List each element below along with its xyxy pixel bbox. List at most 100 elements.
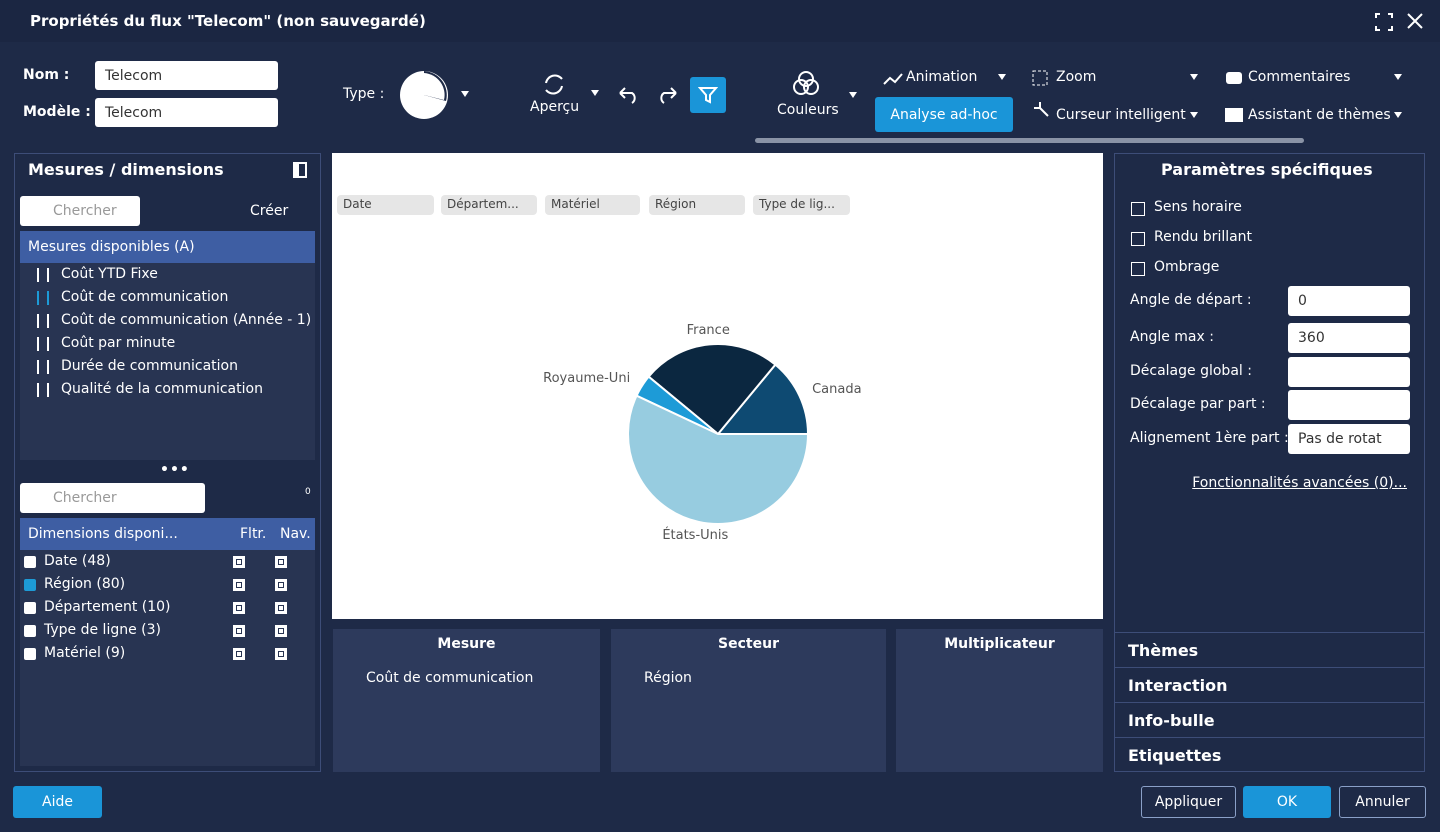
dimension-item[interactable]: Date (48) — [44, 553, 111, 569]
comments-label[interactable]: Commentaires — [1248, 69, 1351, 85]
create-label[interactable]: Créer — [250, 203, 289, 219]
field-input[interactable]: 360 — [1288, 323, 1410, 353]
measure-item[interactable]: Coût YTD Fixe — [61, 266, 158, 282]
section-header[interactable]: Thèmes — [1115, 632, 1424, 667]
checkbox[interactable] — [1131, 262, 1145, 276]
drop-zone-title: Mesure — [437, 636, 496, 652]
measure-icon — [37, 360, 49, 374]
dimension-icon — [24, 648, 36, 660]
measure-item[interactable]: Coût par minute — [61, 335, 176, 351]
cancel-button[interactable]: Annuler — [1339, 786, 1426, 818]
filter-pill[interactable]: Départem... — [441, 195, 537, 215]
dimension-item[interactable]: Département (10) — [44, 599, 171, 615]
dimension-checkbox[interactable] — [275, 625, 287, 637]
drop-zone-item[interactable]: Région — [644, 670, 692, 686]
filter-button[interactable] — [690, 77, 726, 113]
dimension-column: Nav. — [280, 526, 311, 542]
filter-count: 0 — [305, 487, 311, 497]
measure-icon — [37, 314, 49, 328]
cursor-label[interactable]: Curseur intelligent — [1056, 107, 1186, 123]
preview-label[interactable]: Aperçu — [530, 99, 580, 115]
name-input[interactable]: Telecom — [95, 61, 278, 90]
section-header[interactable]: Interaction — [1115, 667, 1424, 702]
pie-label: Royaume-Uni — [543, 371, 630, 386]
checkbox[interactable] — [1131, 202, 1145, 216]
pie-label: Canada — [812, 382, 861, 397]
measure-icon — [37, 291, 49, 305]
filter-pill[interactable]: Date — [337, 195, 434, 215]
dimension-checkbox[interactable] — [275, 579, 287, 591]
dimensions-header — [20, 518, 315, 550]
field-input[interactable] — [1288, 357, 1410, 387]
section-header[interactable]: Etiquettes — [1115, 737, 1424, 772]
dimension-checkbox[interactable] — [275, 556, 287, 568]
drop-zone — [611, 629, 886, 772]
help-button[interactable]: Aide — [13, 786, 102, 818]
dimension-icon — [24, 602, 36, 614]
section-header[interactable]: Info-bulle — [1115, 702, 1424, 737]
dimension-icon — [24, 579, 36, 591]
pie-chart: Canada France Royaume-Uni États-Unis — [543, 323, 861, 543]
animation-label[interactable]: Animation — [906, 69, 978, 85]
measure-item[interactable]: Coût de communication — [61, 289, 229, 305]
right-panel-title: Paramètres spécifiques — [1161, 160, 1373, 179]
splitter[interactable]: ••• — [160, 462, 190, 478]
preview-icon[interactable] — [541, 72, 601, 98]
field-input[interactable]: 0 — [1288, 286, 1410, 316]
drop-zone — [896, 629, 1103, 772]
apply-button[interactable]: Appliquer — [1141, 786, 1236, 818]
dimension-checkbox[interactable] — [233, 556, 245, 568]
dimension-checkbox[interactable] — [233, 579, 245, 591]
undo-redo[interactable] — [616, 85, 680, 105]
dimension-item[interactable]: Région (80) — [44, 576, 126, 592]
model-label: Modèle : — [23, 104, 91, 120]
drop-zone-title: Multiplicateur — [944, 636, 1055, 652]
dimension-search[interactable]: Chercher — [20, 483, 205, 513]
adhoc-label: Analyse ad-hoc — [890, 106, 998, 123]
ok-button[interactable]: OK — [1243, 786, 1331, 818]
dimension-checkbox[interactable] — [233, 625, 245, 637]
measure-search[interactable]: Chercher — [20, 196, 140, 226]
dimensions-list — [20, 518, 315, 766]
dimension-column: Dimensions disponi... — [28, 526, 178, 542]
colors-icon[interactable] — [792, 70, 862, 100]
dimension-item[interactable]: Type de ligne (3) — [44, 622, 161, 638]
checkbox-label: Ombrage — [1154, 259, 1220, 275]
dimension-checkbox[interactable] — [275, 602, 287, 614]
field-input[interactable] — [1288, 390, 1410, 420]
advanced-link[interactable]: Fonctionnalités avancées (0)... — [1192, 475, 1407, 491]
filter-pill[interactable]: Type de lig... — [753, 195, 850, 215]
drop-zone-item[interactable]: Coût de communication — [366, 670, 534, 686]
field-label: Décalage par part : — [1130, 396, 1266, 412]
right-panel — [1114, 153, 1425, 772]
theme-assistant-label[interactable]: Assistant de thèmes — [1248, 107, 1391, 123]
model-input[interactable]: Telecom — [95, 98, 278, 127]
measure-item[interactable]: Durée de communication — [61, 358, 238, 374]
measure-icon — [37, 337, 49, 351]
dimension-checkbox[interactable] — [233, 602, 245, 614]
type-selector[interactable] — [398, 70, 472, 120]
measure-item[interactable]: Qualité de la communication — [61, 381, 263, 397]
filter-pill[interactable]: Région — [649, 195, 745, 215]
toolbar-scrollbar[interactable] — [755, 138, 1304, 143]
pie-slice — [715, 363, 810, 435]
checkbox-label: Rendu brillant — [1154, 229, 1253, 245]
dimension-checkbox[interactable] — [233, 648, 245, 660]
adhoc-button[interactable]: Analyse ad-hoc — [875, 97, 1013, 132]
title-bar — [0, 0, 1440, 42]
measure-item[interactable]: Coût de communication (Année - 1) — [61, 312, 312, 328]
field-label: Alignement 1ère part : — [1130, 430, 1289, 446]
dimension-checkbox[interactable] — [275, 648, 287, 660]
dimension-item[interactable]: Matériel (9) — [44, 645, 126, 661]
left-panel — [14, 153, 321, 772]
collapse-icon[interactable] — [293, 162, 307, 178]
ok-label: OK — [1276, 794, 1298, 810]
field-input[interactable]: Pas de rotat — [1288, 424, 1410, 454]
filter-pill[interactable]: Matériel — [545, 195, 640, 215]
zoom-label[interactable]: Zoom — [1056, 69, 1097, 85]
checkbox[interactable] — [1131, 232, 1145, 246]
apply-label: Appliquer — [1154, 794, 1223, 810]
colors-label[interactable]: Couleurs — [777, 102, 839, 118]
